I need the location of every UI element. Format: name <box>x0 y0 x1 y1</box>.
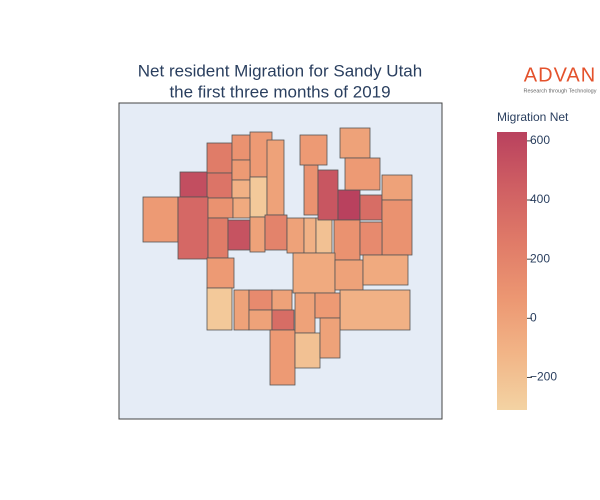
region <box>266 139 285 216</box>
region <box>362 254 409 286</box>
region <box>344 157 381 191</box>
region <box>142 196 179 243</box>
region <box>303 164 319 216</box>
region <box>207 197 234 219</box>
region <box>249 216 266 253</box>
region <box>271 289 293 311</box>
region <box>179 171 208 198</box>
region <box>294 292 316 334</box>
region <box>248 289 273 311</box>
region <box>359 194 383 221</box>
region <box>292 252 336 294</box>
colorbar-tick-label: 0 <box>530 310 537 324</box>
regions <box>142 127 413 386</box>
region <box>317 169 339 221</box>
region <box>333 219 361 261</box>
region <box>294 332 321 369</box>
region <box>232 197 251 219</box>
region <box>314 292 341 319</box>
region <box>233 289 250 331</box>
region <box>271 309 295 331</box>
colorbar-title: Migration Net <box>497 110 569 124</box>
region <box>206 287 233 331</box>
region <box>231 134 251 161</box>
logo-name: ADVAN <box>524 64 596 86</box>
colorbar-ticks: −200 0 200 400 600 <box>527 133 557 384</box>
colorbar-tick-label: 400 <box>530 192 550 206</box>
region <box>359 221 383 256</box>
colorbar-tick-label: −200 <box>530 370 557 384</box>
region <box>339 127 371 159</box>
region <box>206 142 233 174</box>
region <box>381 174 413 201</box>
region <box>269 329 296 386</box>
colorbar-tick-label: 600 <box>530 133 550 147</box>
region <box>206 172 233 199</box>
region <box>299 134 328 166</box>
region <box>249 176 268 218</box>
region <box>339 289 411 331</box>
region <box>231 159 251 181</box>
region <box>315 217 333 254</box>
region <box>303 217 317 254</box>
region <box>227 219 251 251</box>
region <box>319 317 341 359</box>
logo-tagline: Research through Technology <box>524 88 597 94</box>
region <box>207 217 229 259</box>
region <box>381 199 413 256</box>
region <box>337 189 361 221</box>
colorbar-tick-label: 200 <box>530 251 550 265</box>
region <box>286 217 305 254</box>
region <box>248 309 273 331</box>
region <box>206 257 235 289</box>
region <box>264 214 288 251</box>
map-subtitle: the first three months of 2019 <box>169 82 390 101</box>
region <box>177 196 209 260</box>
colorbar <box>497 132 527 410</box>
region <box>334 259 364 291</box>
map-title: Net resident Migration for Sandy Utah <box>138 61 422 80</box>
region <box>231 179 251 199</box>
